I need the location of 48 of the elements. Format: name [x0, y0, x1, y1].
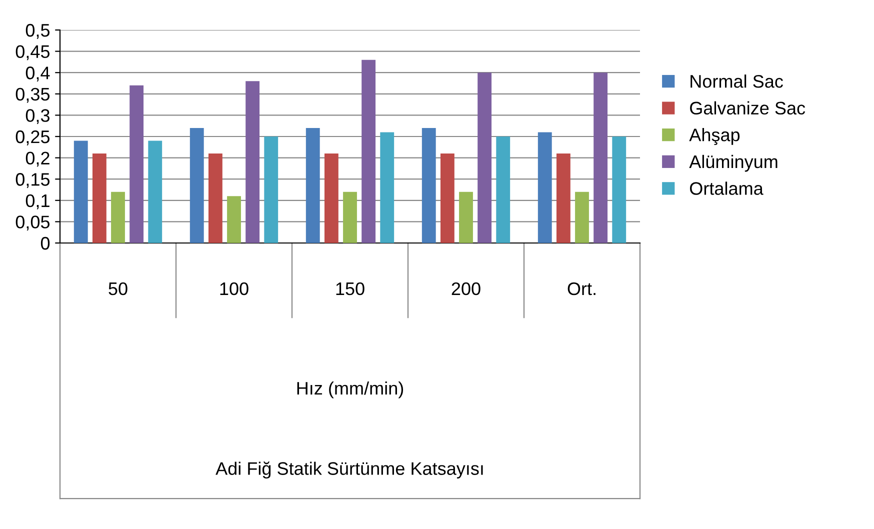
bar [459, 192, 473, 243]
bar [148, 140, 162, 243]
y-tick-label: 0,15 [16, 173, 50, 188]
text: Adi Fiğ Statik Sürtünme Katsayısı [216, 461, 483, 479]
legend-label: Galvanize Sac [690, 101, 806, 115]
y-tick-label: 0,4 [26, 66, 50, 82]
bar [208, 154, 222, 243]
bar [111, 192, 125, 243]
legend-label: Ahşap [689, 128, 740, 145]
bar [264, 136, 278, 243]
x-tick-label: Ort. [568, 282, 596, 296]
bar [594, 72, 608, 243]
y-tick-label: 0,35 [16, 88, 50, 103]
y-tick-label: 0,45 [16, 45, 50, 60]
bar [246, 81, 260, 243]
legend-label: Normal Sac [690, 74, 783, 88]
legend-label: Ortalama [690, 182, 764, 195]
x-tick-label: 200 [452, 282, 480, 296]
bar [74, 140, 88, 243]
bar [612, 136, 626, 243]
bar [380, 132, 394, 243]
x-tick-label: 50 [108, 282, 128, 296]
bar [362, 60, 376, 243]
bar [190, 128, 204, 243]
bar [478, 72, 492, 243]
y-tick-label: 0,1 [26, 194, 50, 210]
bar [422, 128, 436, 243]
y-tick-label: 0 [40, 236, 50, 250]
x-tick-label: 150 [336, 282, 364, 296]
x-tick-label: 100 [220, 282, 248, 296]
bar [306, 128, 320, 243]
bar [440, 154, 454, 243]
bar [575, 192, 589, 243]
bar [324, 154, 338, 243]
bar [130, 85, 144, 243]
bar [496, 136, 510, 243]
bar [227, 196, 241, 243]
bar [92, 154, 106, 243]
x-axis-title: Hız (mm/min) [297, 381, 404, 398]
bar [556, 154, 570, 243]
y-tick-label: 0,5 [26, 24, 50, 39]
y-tick-label: 0,3 [26, 109, 50, 124]
bar [538, 132, 552, 243]
bar [343, 192, 357, 243]
y-tick-label: 0,25 [16, 130, 50, 146]
legend-label: Alüminyum [689, 154, 778, 172]
y-tick-label: 0,05 [16, 216, 50, 231]
y-tick-label: 0,2 [26, 152, 50, 167]
